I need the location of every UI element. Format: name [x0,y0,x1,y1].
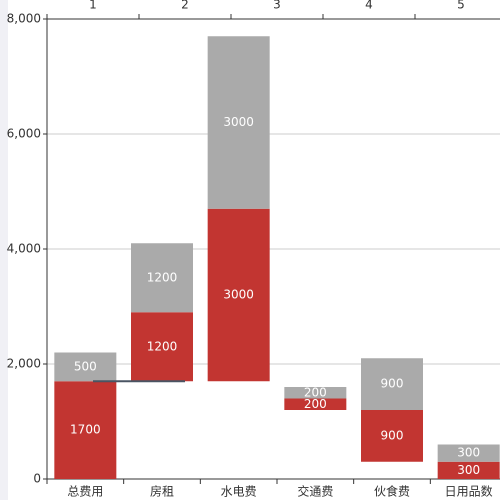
top-tick-label: 2 [181,0,189,12]
x-tick-label: 总费用 [67,485,103,499]
x-tick-label: 房租 [150,484,174,499]
y-tick-label: 8,000 [7,12,41,26]
bar-segment [131,243,193,313]
data-label: 900 [381,428,404,442]
y-tick-label: 0 [33,472,41,486]
x-tick-label: 交通费 [297,484,333,499]
y-tick-label: 2,000 [7,357,41,371]
bar-segment [284,398,347,410]
bar-segment [437,461,500,479]
bar-segment [284,387,347,399]
bar-segment [437,444,500,462]
bar-segment [131,312,193,382]
bar-segment [207,208,270,382]
data-label: 200 [304,397,327,411]
top-tick-label: 3 [273,0,281,12]
data-label: 1700 [70,423,101,437]
top-tick-label: 4 [365,0,373,12]
data-label: 900 [381,377,404,391]
data-label: 1200 [147,270,178,284]
data-label: 300 [457,463,480,477]
data-label: 3000 [223,115,254,129]
top-tick-label: 1 [89,0,97,12]
bar-segment [54,352,117,382]
data-label: 3000 [223,288,254,302]
bar-segment [361,410,423,462]
x-tick-label: 日用品数 [445,484,493,499]
x-tick-label: 水电费 [221,485,257,499]
bar-segment [361,358,423,410]
y-tick-label: 4,000 [7,242,41,256]
bar-segment [54,381,117,479]
x-tick-label: 伙食费 [374,484,410,499]
side-strip [0,0,8,500]
top-tick-label: 5 [457,0,465,12]
bar-segment [207,36,270,209]
data-label: 1200 [147,339,178,353]
data-label: 200 [304,385,327,399]
y-tick-label: 6,000 [7,127,41,141]
data-label: 500 [74,359,97,373]
data-label: 300 [457,446,480,460]
